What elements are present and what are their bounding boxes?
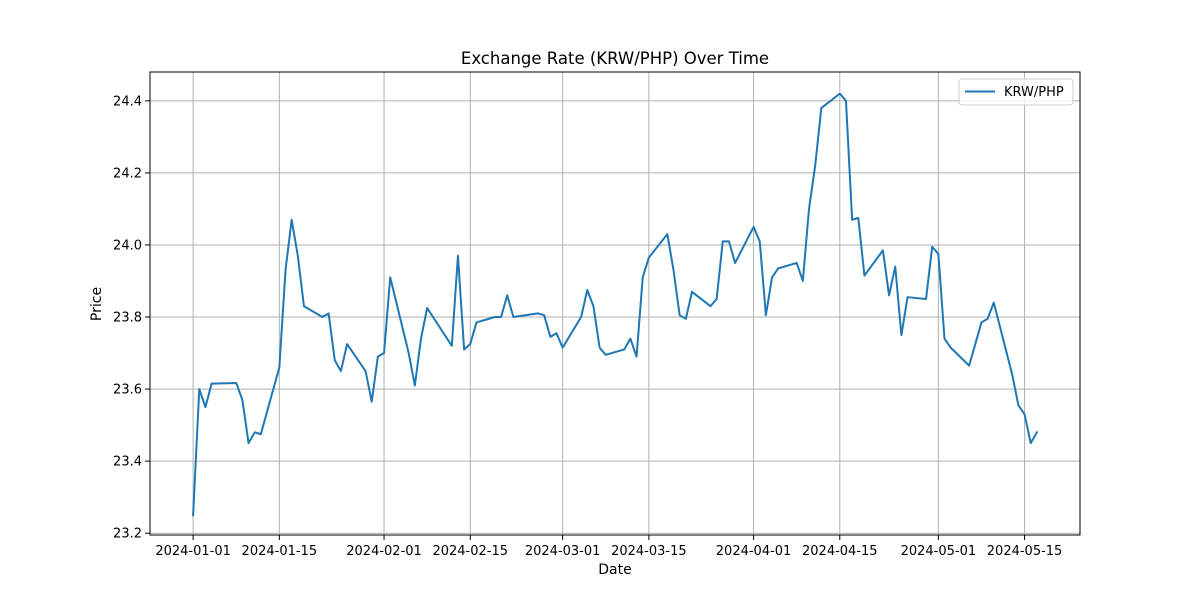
y-tick-label: 24.2 (113, 166, 142, 181)
x-tick-label: 2024-04-15 (802, 544, 878, 559)
chart-title: Exchange Rate (KRW/PHP) Over Time (461, 49, 769, 68)
y-tick-label: 24.4 (113, 94, 142, 109)
x-tick-label: 2024-02-01 (346, 544, 422, 559)
x-tick-label: 2024-01-01 (155, 544, 231, 559)
y-axis: 23.2 23.4 23.6 23.8 24.0 24.2 24.4 (113, 94, 150, 542)
x-tick-label: 2024-03-01 (525, 544, 601, 559)
plot-frame (149, 71, 1081, 536)
y-axis-label: Price (89, 287, 105, 321)
x-tick-label: 2024-05-15 (987, 544, 1063, 559)
x-gridlines (192, 72, 1026, 535)
series-line-krw-php (192, 92, 1039, 517)
legend-box (958, 78, 1074, 106)
y-tick-label: 24.0 (113, 238, 142, 253)
legend: KRW/PHP (958, 78, 1074, 106)
x-axis-label: Date (598, 562, 631, 578)
x-tick-label: 2024-03-15 (611, 544, 687, 559)
x-tick-label: 2024-04-01 (716, 544, 792, 559)
x-tick-label: 2024-01-15 (242, 544, 318, 559)
y-tick-label: 23.2 (113, 527, 142, 542)
y-gridlines (150, 100, 1080, 534)
legend-label: KRW/PHP (1004, 85, 1064, 100)
x-tick-label: 2024-02-15 (432, 544, 508, 559)
y-tick-label: 23.8 (113, 311, 142, 326)
x-tick-label: 2024-05-01 (901, 544, 977, 559)
x-axis: 2024-01-01 2024-01-15 2024-02-01 2024-02-15… (155, 535, 1062, 559)
y-tick-label: 23.4 (113, 455, 142, 470)
y-tick-label: 23.6 (113, 383, 142, 398)
series-layer (192, 92, 1039, 517)
